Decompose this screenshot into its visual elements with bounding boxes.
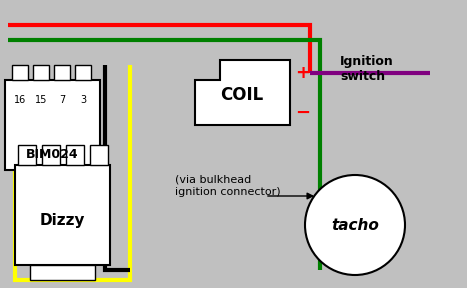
FancyBboxPatch shape <box>75 65 91 80</box>
Text: Dizzy: Dizzy <box>39 213 85 228</box>
Text: +: + <box>295 64 310 82</box>
FancyBboxPatch shape <box>66 145 84 165</box>
Text: Ignition
switch: Ignition switch <box>340 55 394 83</box>
Text: 3: 3 <box>80 95 86 105</box>
Text: BIM024: BIM024 <box>26 149 78 162</box>
FancyBboxPatch shape <box>42 145 60 165</box>
Text: (via bulkhead
ignition connector): (via bulkhead ignition connector) <box>175 175 281 197</box>
FancyBboxPatch shape <box>12 65 28 80</box>
Text: −: − <box>295 104 310 122</box>
Polygon shape <box>195 60 290 125</box>
Text: tacho: tacho <box>331 217 379 232</box>
Text: COIL: COIL <box>220 86 264 104</box>
FancyBboxPatch shape <box>15 165 110 265</box>
Text: 16: 16 <box>14 95 26 105</box>
Text: 7: 7 <box>59 95 65 105</box>
FancyBboxPatch shape <box>5 80 100 170</box>
FancyBboxPatch shape <box>33 65 49 80</box>
FancyBboxPatch shape <box>90 145 108 165</box>
FancyBboxPatch shape <box>54 65 70 80</box>
FancyBboxPatch shape <box>30 265 95 280</box>
Circle shape <box>305 175 405 275</box>
FancyBboxPatch shape <box>18 145 36 165</box>
Text: 15: 15 <box>35 95 47 105</box>
